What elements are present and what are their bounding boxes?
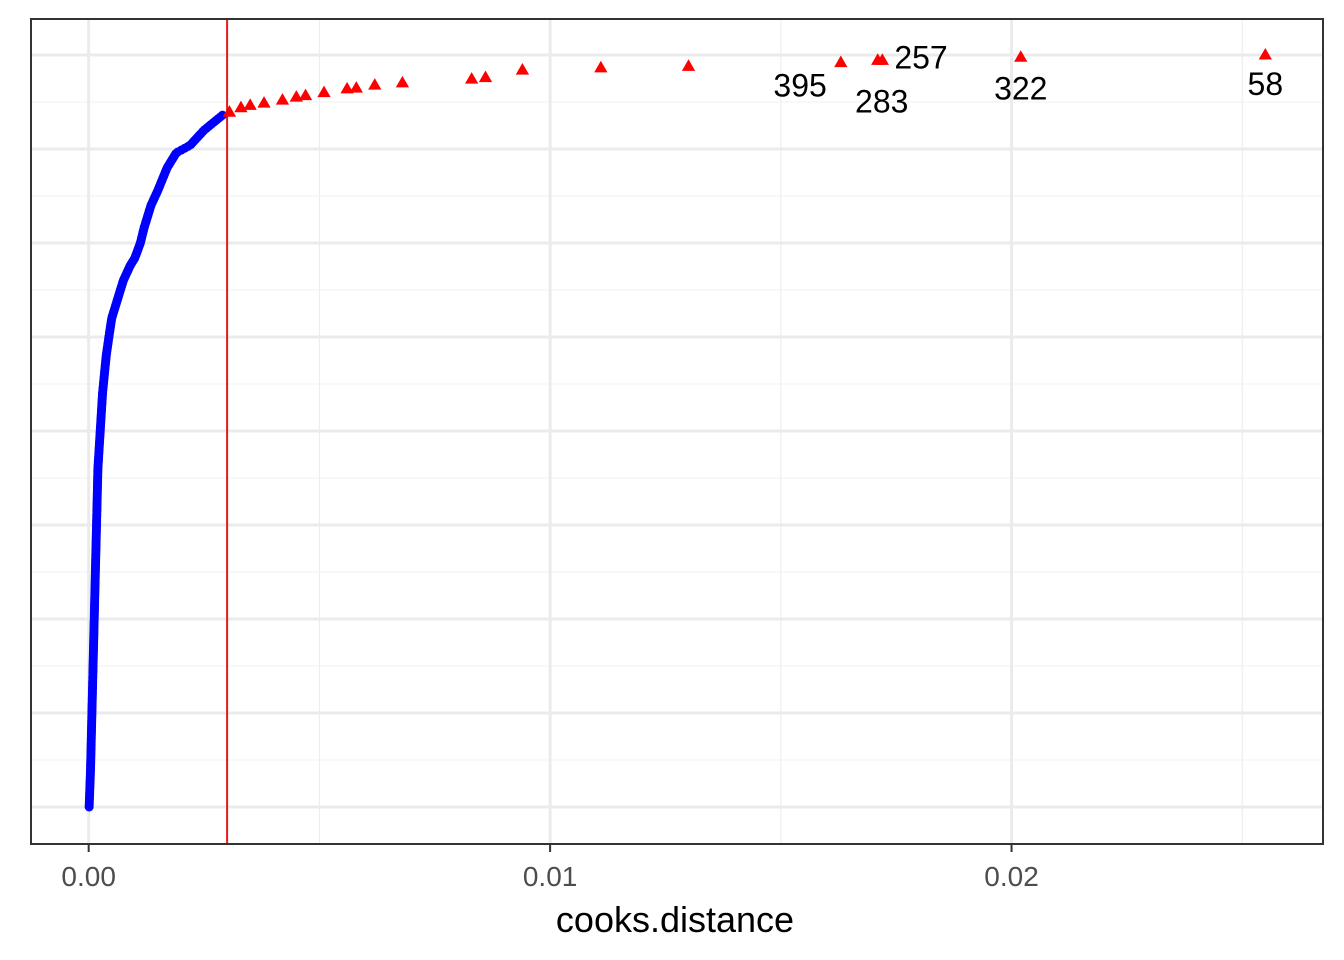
panel-border — [30, 18, 1324, 845]
point-label: 257 — [894, 39, 947, 75]
outlier-point — [298, 88, 313, 101]
point-label: 395 — [773, 68, 826, 104]
point-label: 58 — [1248, 66, 1284, 102]
x-axis-title: cooks.distance — [556, 899, 794, 940]
outlier-point — [594, 60, 608, 73]
outlier-point — [340, 81, 354, 94]
outlier-point — [275, 93, 290, 105]
outlier-point — [317, 85, 331, 98]
outlier-point — [257, 96, 271, 108]
outlier-point — [289, 90, 303, 102]
x-tick-label: 0.00 — [61, 861, 116, 892]
point-label: 283 — [855, 83, 908, 119]
series-layer — [84, 48, 1272, 812]
outlier-point — [681, 59, 696, 71]
x-tick-label: 0.01 — [523, 861, 578, 892]
outlier-point — [478, 70, 493, 83]
outlier-point — [1258, 48, 1272, 60]
outlier-point — [515, 63, 530, 75]
outlier-point — [465, 72, 479, 84]
outlier-point — [222, 105, 237, 117]
outlier-point — [875, 53, 889, 65]
outlier-point — [349, 81, 363, 93]
point-labels: 58 322 257 283 395 — [773, 39, 1283, 119]
point-label: 322 — [994, 70, 1047, 106]
outlier-point — [243, 98, 257, 110]
x-tick-label: 0.02 — [984, 861, 1039, 892]
outlier-point — [368, 78, 382, 90]
data-point — [217, 110, 227, 120]
x-axis: 0.00 0.01 0.02 — [61, 844, 1039, 892]
outlier-point — [1014, 50, 1028, 62]
grid — [31, 19, 1323, 844]
outlier-point — [395, 75, 410, 88]
outlier-point — [834, 55, 848, 68]
